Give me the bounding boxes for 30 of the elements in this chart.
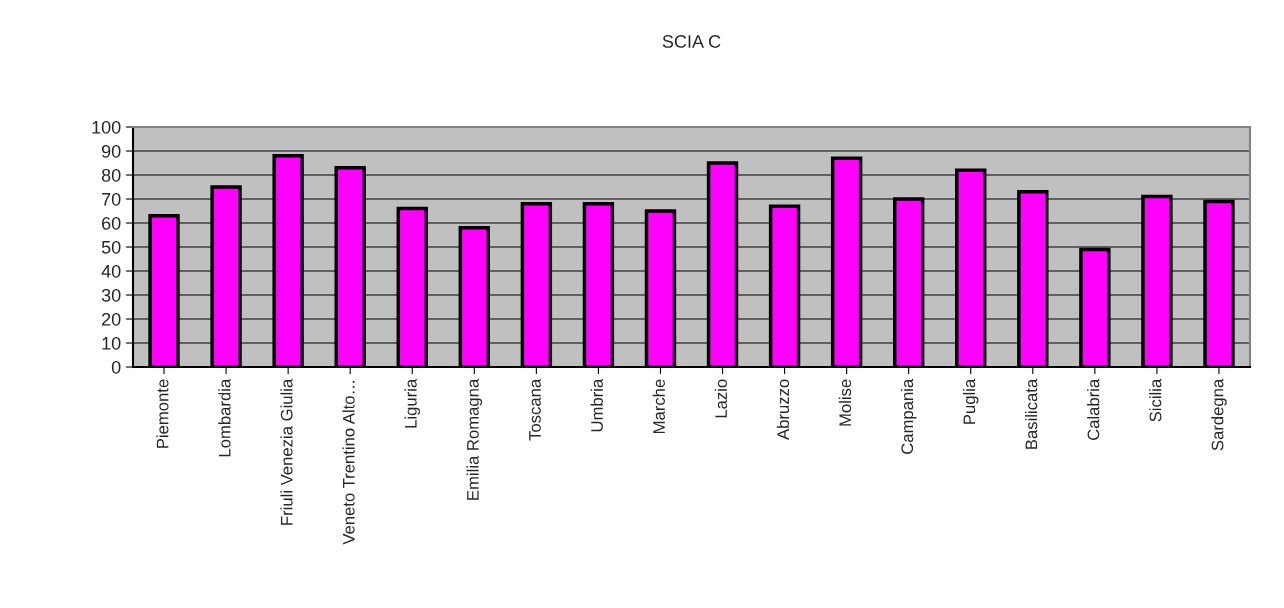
x-tick-label: Marche [652,379,665,434]
y-tick-label: 60 [102,216,121,230]
y-tick-label: 10 [102,336,121,350]
x-tick-label: Sardegna [1211,378,1227,451]
y-tick-label: 100 [92,120,121,134]
y-tick-label: 0 [111,360,121,374]
x-tick-label: Abruzzo [776,379,790,440]
x-tick-label: Toscana [529,378,541,441]
x-tick-label: Liguria [404,378,421,428]
x-tick-label: Campania [900,378,917,454]
x-tick-label: Lombardia [218,378,231,457]
y-tick-label: 40 [101,264,121,278]
x-tick-label: Puglia [962,378,979,424]
chart-title: SCIA C [662,35,721,48]
x-tick-label: Molise [838,379,852,426]
x-tick-label: Calabria [1087,378,1100,441]
x-tick-label: Basilicata [1025,378,1038,449]
y-tick-label: 20 [102,312,121,326]
x-tick-label: Sicilia [1149,378,1162,422]
x-tick-label: Piemonte [156,379,169,448]
y-tick-label: 70 [102,192,121,206]
y-tick-label: 50 [101,240,121,254]
y-tick-label: 90 [101,144,121,158]
x-tick-label: Umbria [590,378,603,432]
x-tick-label: Emilia Romagna [466,378,483,500]
y-tick-label: 80 [101,168,121,182]
x-tick-label: Friuli Venezia Giulia [280,378,293,525]
x-tick-label: Veneto Trentino Alto… [342,381,355,545]
y-tick-label: 30 [101,288,121,302]
x-tick-label: Lazio [714,379,727,418]
